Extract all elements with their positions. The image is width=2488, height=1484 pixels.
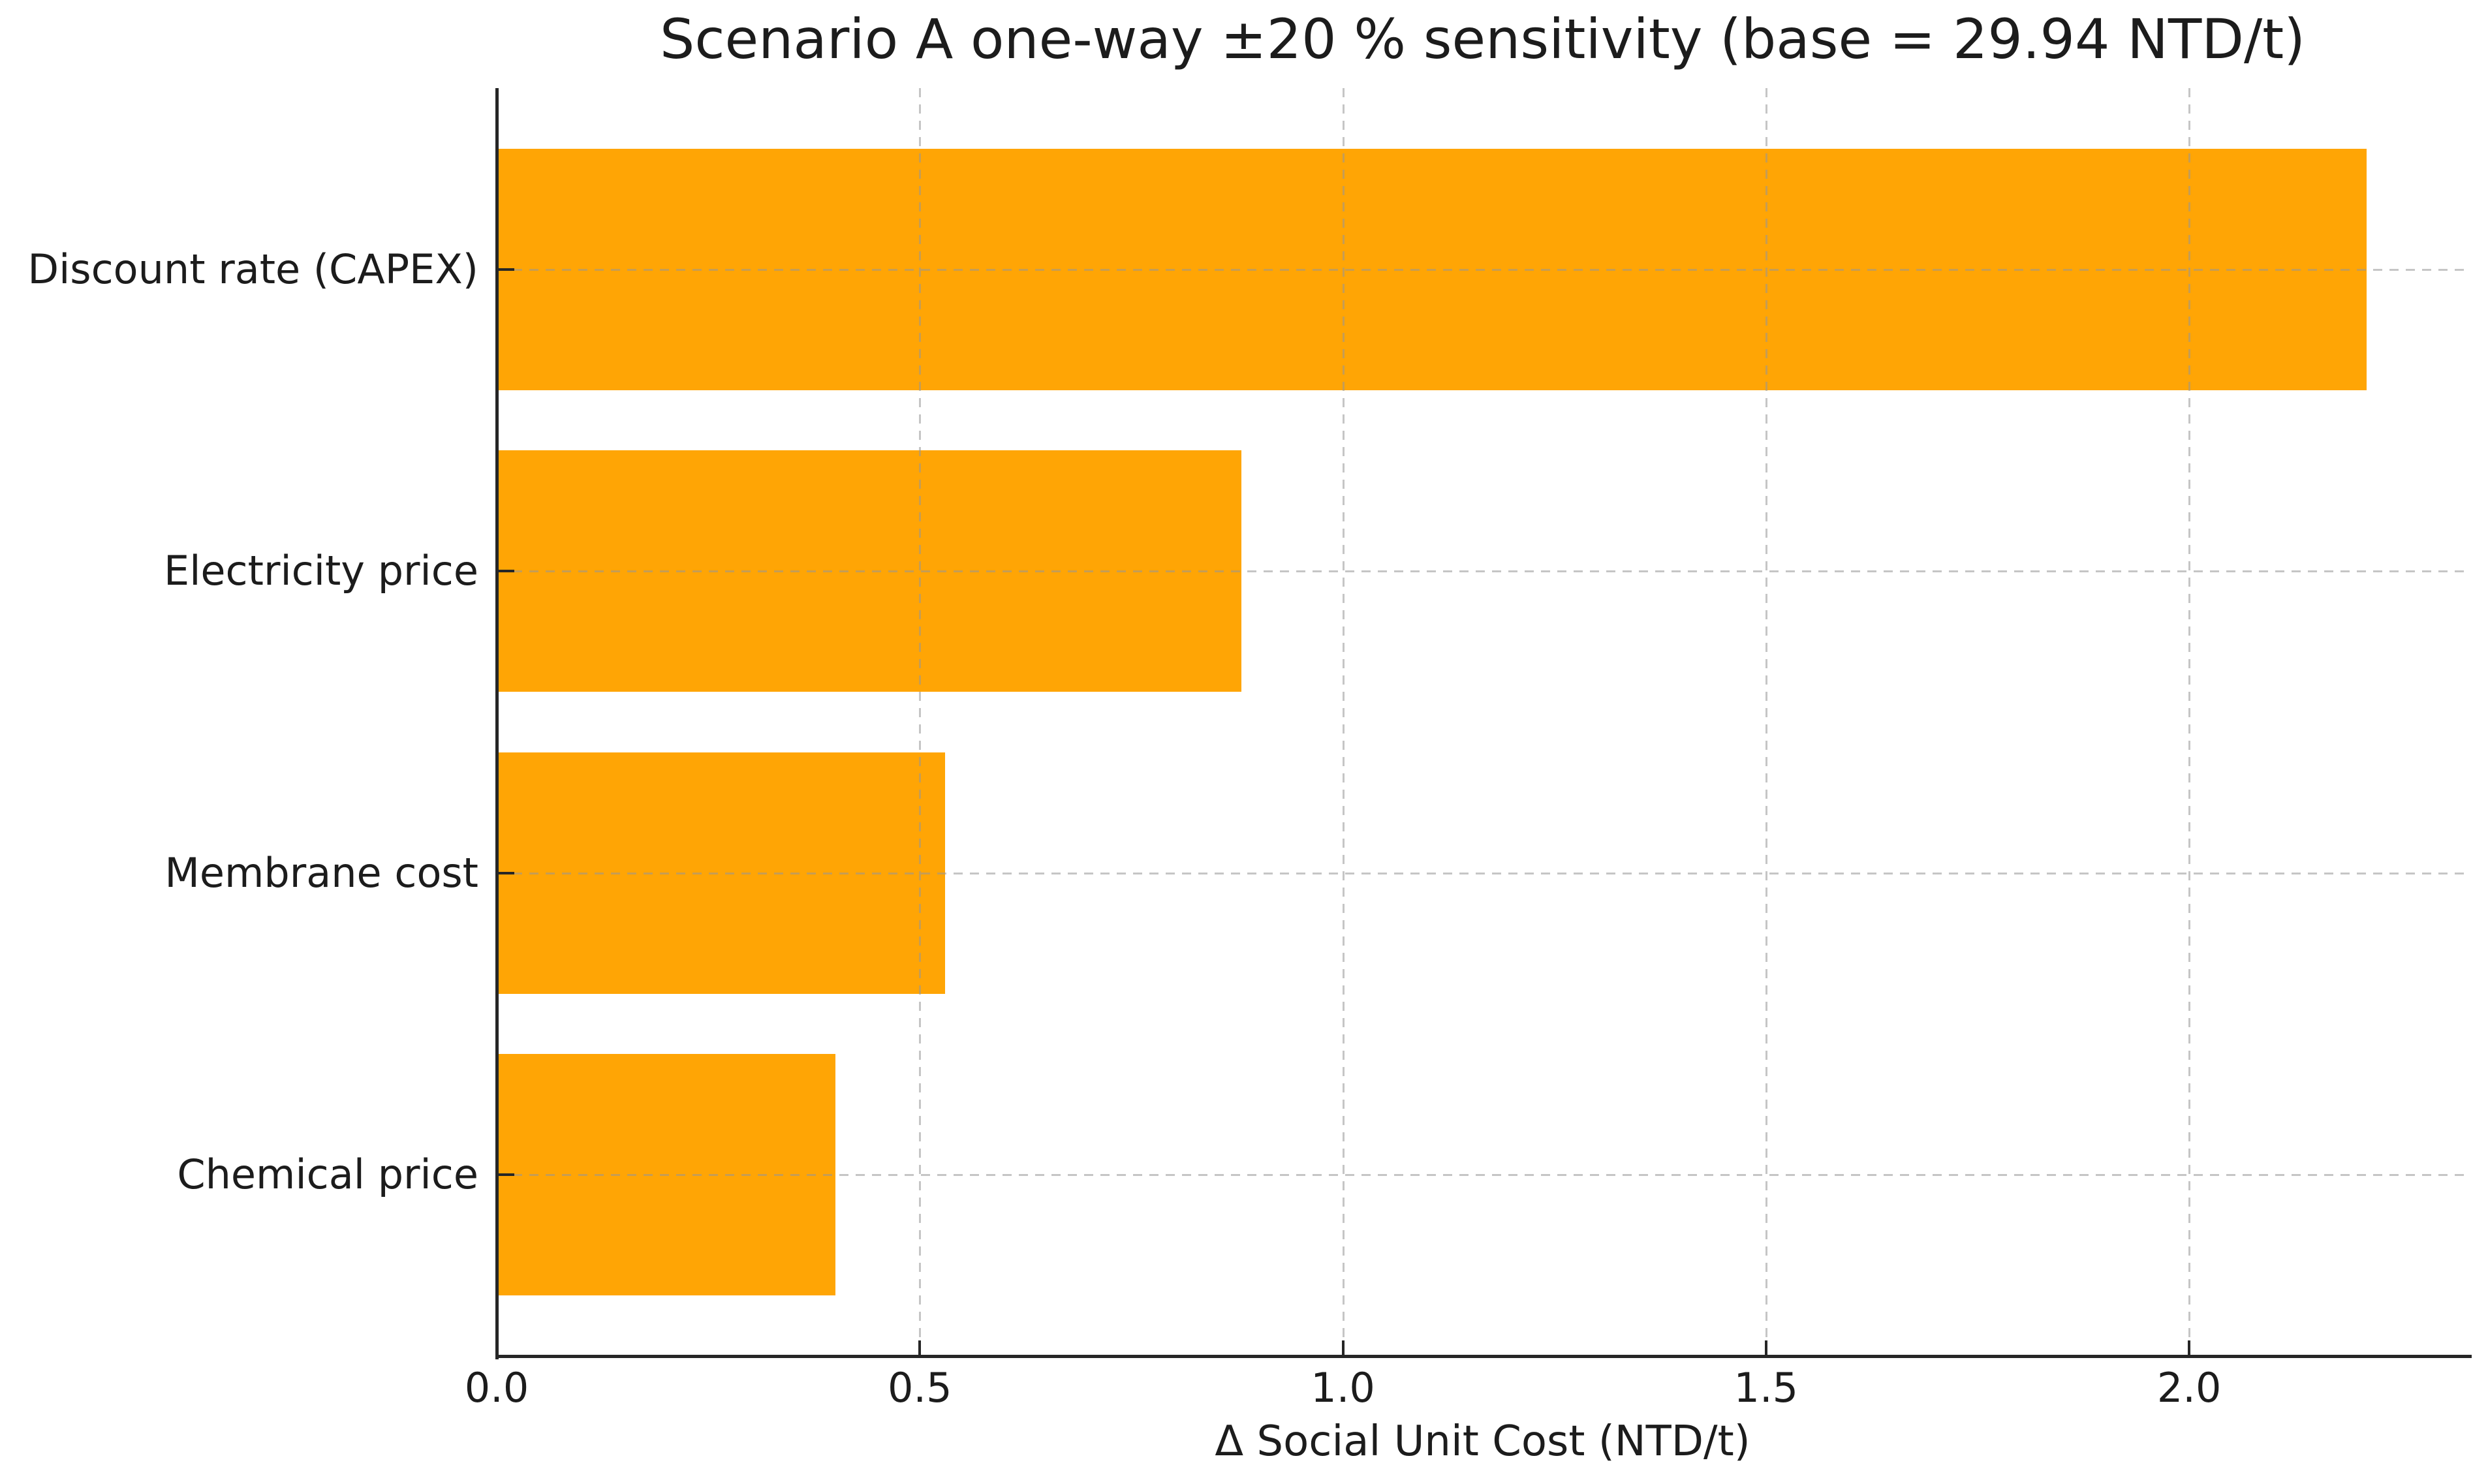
vertical-gridline [1342,88,1345,1356]
x-tick-label: 2.0 [2156,1364,2222,1412]
vertical-gridline [919,88,922,1356]
horizontal-gridline [497,1174,2468,1177]
horizontal-gridline [497,268,2468,271]
category-label: Electricity price [164,547,478,595]
horizontal-gridline [497,570,2468,573]
category-label: Chemical price [177,1151,478,1199]
x-tick-mark [2188,1340,2191,1356]
y-axis-spine [495,88,499,1359]
x-tick-label: 1.5 [1734,1364,1799,1412]
y-tick-mark [499,871,514,874]
x-tick-mark [1341,1340,1345,1356]
x-axis-spine [495,1355,2472,1358]
vertical-gridline [1765,88,1767,1356]
x-tick-mark [918,1340,922,1356]
x-axis-title: Δ Social Unit Cost (NTD/t) [1215,1417,1750,1466]
x-tick-label: 0.5 [887,1364,952,1412]
chart-title: Scenario A one-way ±20 % sensitivity (ba… [660,7,2305,71]
vertical-gridline [2188,88,2191,1356]
x-tick-label: 0.0 [464,1364,529,1412]
category-label: Discount rate (CAPEX) [27,245,478,293]
y-tick-mark [499,1173,514,1177]
x-tick-label: 1.0 [1311,1364,1375,1412]
y-tick-mark [499,268,514,271]
horizontal-gridline [497,872,2468,874]
x-tick-mark [1764,1340,1767,1356]
category-label: Membrane cost [164,848,478,897]
x-tick-mark [495,1340,498,1356]
y-tick-mark [499,570,514,573]
